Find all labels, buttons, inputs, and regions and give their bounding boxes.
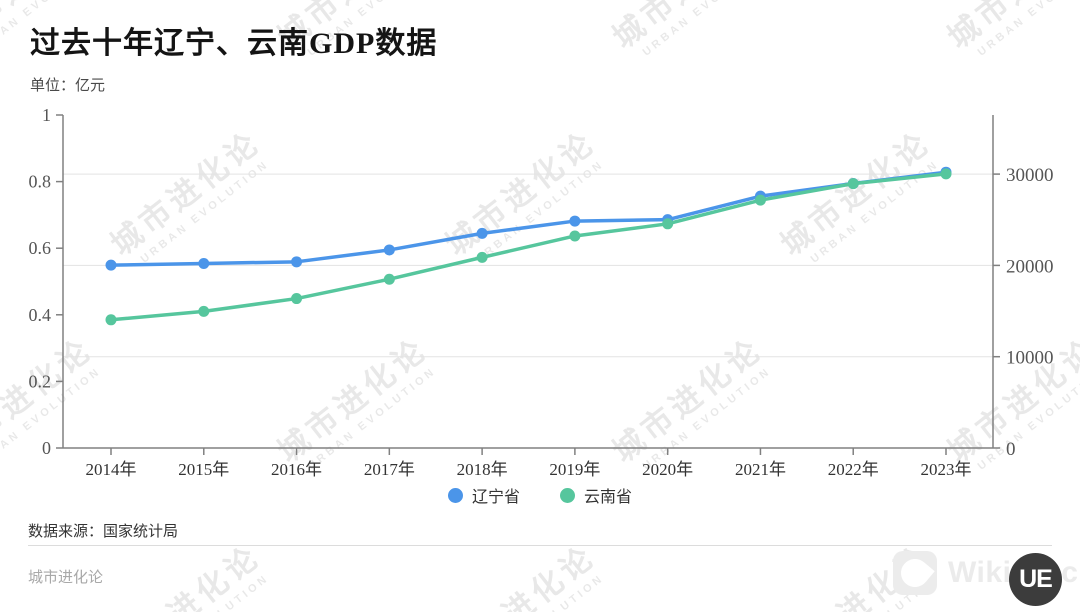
x-axis-tick-label: 2017年 [364, 460, 415, 479]
yunnan-point [383, 273, 395, 285]
yunnan-point [476, 251, 488, 263]
yunnan-point [662, 218, 674, 230]
x-axis-tick-label: 2019年 [549, 460, 600, 479]
ue-logo-text: UE [1019, 565, 1053, 593]
yunnan-line [109, 172, 948, 322]
ue-logo: UE [1009, 553, 1062, 606]
legend-label-liaoning: 辽宁省 [471, 489, 520, 506]
x-axis-tick-label: 2023年 [921, 460, 972, 479]
left-axis-tick-label: 0.2 [29, 371, 52, 391]
left-axis-tick-label: 0.8 [29, 172, 52, 192]
x-axis-tick-label: 2014年 [86, 460, 137, 479]
legend-item-yunnan[interactable]: 云南省 [560, 483, 632, 507]
yunnan-point [569, 230, 581, 242]
page-title: 过去十年辽宁、云南GDP数据 [30, 27, 438, 60]
liaoning-point [105, 259, 117, 271]
right-axis-tick-label: 20000 [1006, 256, 1054, 277]
liaoning-point [569, 215, 581, 227]
yunnan-point [198, 305, 210, 317]
footer-divider [28, 545, 1052, 546]
yunnan-point [105, 314, 117, 326]
left-axis-tick-label: 0 [42, 438, 51, 458]
right-axis-tick-label: 10000 [1006, 348, 1054, 369]
liaoning-point [198, 257, 210, 269]
wikistock-bird-icon [893, 551, 937, 595]
left-axis-tick-label: 0.4 [29, 305, 52, 325]
source-note: 数据来源：国家统计局 [28, 524, 179, 540]
right-axis-tick-label: 0 [1006, 439, 1016, 460]
yunnan-point [940, 168, 952, 180]
x-axis-tick-label: 2020年 [642, 460, 693, 479]
brand-footer: 城市进化论 [28, 570, 104, 586]
left-axis-tick-label: 0.6 [29, 238, 52, 258]
legend-dot-yunnan [560, 487, 575, 503]
x-axis-tick-label: 2018年 [457, 460, 508, 479]
legend-item-liaoning[interactable]: 辽宁省 [447, 483, 520, 507]
left-axis-tick-label: 1 [42, 105, 51, 125]
right-axis-tick-label: 30000 [1006, 165, 1054, 186]
legend-label-yunnan: 云南省 [584, 489, 633, 506]
liaoning-point [291, 256, 303, 268]
unit-label: 单位：亿元 [30, 78, 106, 94]
liaoning-line [109, 170, 948, 267]
liaoning-point [476, 227, 488, 239]
yunnan-point [291, 293, 303, 305]
x-axis-tick-label: 2021年 [735, 460, 786, 479]
yunnan-point [847, 178, 859, 190]
x-axis-tick-label: 2022年 [828, 460, 879, 479]
legend-dot-liaoning [447, 487, 463, 503]
x-axis-tick-label: 2016年 [271, 460, 322, 479]
yunnan-point [754, 194, 766, 206]
chart-legend: 辽宁省 云南省 [0, 483, 1080, 507]
liaoning-point [383, 244, 395, 256]
x-axis-tick-label: 2015年 [178, 460, 229, 479]
